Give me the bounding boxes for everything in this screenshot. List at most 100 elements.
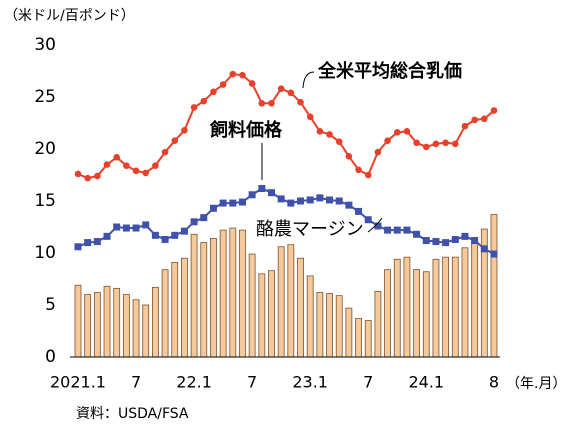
marker xyxy=(248,191,256,199)
bar xyxy=(103,285,111,358)
marker xyxy=(335,138,343,146)
marker xyxy=(200,97,208,105)
bar xyxy=(287,244,295,358)
bar xyxy=(84,294,92,358)
bar xyxy=(190,233,198,358)
x-axis-label: （年.月） xyxy=(506,376,566,392)
y-tick-label: 0 xyxy=(45,347,56,367)
bar xyxy=(490,214,498,358)
bar xyxy=(74,284,82,358)
bar xyxy=(432,258,440,358)
bar xyxy=(316,292,324,358)
bar xyxy=(451,256,459,358)
marker xyxy=(181,126,188,134)
marker xyxy=(93,238,101,246)
marker xyxy=(132,224,140,232)
marker xyxy=(297,98,304,106)
marker xyxy=(335,197,343,205)
bar xyxy=(422,271,430,358)
bar xyxy=(393,258,401,358)
bar xyxy=(364,320,372,358)
bar xyxy=(219,229,227,358)
marker xyxy=(123,162,130,169)
marker xyxy=(268,99,275,107)
marker xyxy=(287,199,295,207)
marker xyxy=(103,161,111,168)
marker xyxy=(490,250,498,258)
marker xyxy=(422,143,430,151)
marker xyxy=(452,140,459,148)
marker xyxy=(180,227,188,235)
bar xyxy=(258,273,266,358)
leader-line xyxy=(367,217,383,233)
bar xyxy=(210,238,217,358)
bar xyxy=(93,292,101,358)
marker xyxy=(393,129,401,136)
marker xyxy=(238,198,246,206)
marker xyxy=(451,235,459,243)
marker xyxy=(355,207,363,215)
marker xyxy=(442,239,450,247)
marker xyxy=(316,128,324,135)
marker xyxy=(326,196,334,204)
leader-line xyxy=(302,71,315,89)
marker xyxy=(393,226,401,234)
marker xyxy=(103,232,111,240)
marker xyxy=(113,223,121,231)
series-label: 全米平均総合乳価 xyxy=(317,60,462,82)
marker xyxy=(161,235,169,243)
marker xyxy=(248,80,256,87)
marker xyxy=(306,113,314,121)
marker xyxy=(84,174,91,182)
marker xyxy=(403,128,411,135)
marker xyxy=(122,224,130,232)
marker xyxy=(355,166,362,174)
marker xyxy=(84,239,92,247)
bar xyxy=(442,256,450,358)
bar xyxy=(384,269,391,358)
bar xyxy=(297,257,304,358)
y-tick-label: 5 xyxy=(45,295,56,315)
marker xyxy=(210,88,217,96)
bar xyxy=(161,269,169,358)
bar xyxy=(132,299,140,358)
bar xyxy=(471,240,479,358)
y-tick-label: 10 xyxy=(34,243,56,263)
marker xyxy=(384,226,392,234)
x-tick-label: 8 xyxy=(489,373,499,392)
marker xyxy=(345,152,353,160)
source: 資料：USDA/FSA xyxy=(76,406,189,422)
marker xyxy=(384,137,391,144)
marker xyxy=(151,231,159,239)
bar xyxy=(229,227,237,358)
marker xyxy=(306,196,314,204)
marker xyxy=(403,226,411,234)
marker xyxy=(258,185,266,193)
bar xyxy=(461,247,469,358)
series-label: 飼料価格 xyxy=(209,119,283,141)
y-tick-label: 20 xyxy=(34,139,56,159)
marker xyxy=(161,148,169,156)
marker xyxy=(471,116,478,124)
marker xyxy=(229,70,237,78)
marker xyxy=(74,170,82,178)
marker xyxy=(413,230,421,238)
marker xyxy=(94,172,101,180)
y-tick-label: 15 xyxy=(34,191,56,211)
marker xyxy=(171,137,179,144)
marker xyxy=(267,189,275,197)
marker xyxy=(152,162,159,169)
marker xyxy=(345,201,353,209)
marker xyxy=(471,237,479,245)
bar xyxy=(306,275,314,358)
bar xyxy=(248,253,256,358)
x-tick-label: 23.1 xyxy=(292,373,328,392)
bar xyxy=(413,269,421,358)
marker xyxy=(113,154,120,161)
x-tick-label: 7 xyxy=(363,373,373,392)
marker xyxy=(422,237,430,245)
y-tick-label: 30 xyxy=(34,35,56,55)
bar xyxy=(345,307,353,358)
marker xyxy=(297,197,305,205)
